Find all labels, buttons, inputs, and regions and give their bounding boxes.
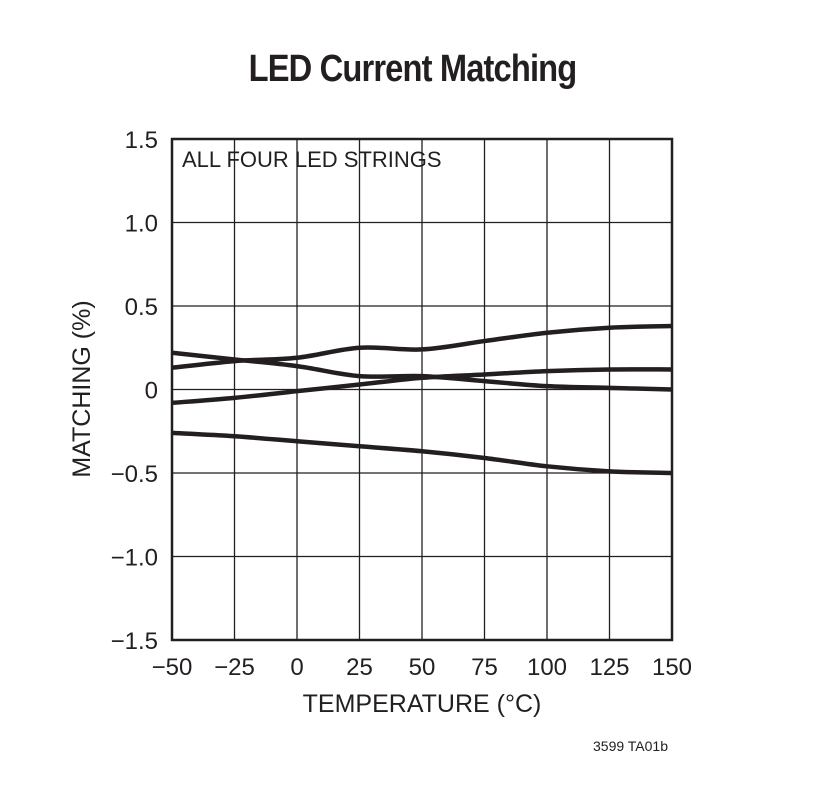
figure-code: 3599 TA01b [593,738,668,754]
y-tick-label: 0 [145,378,158,405]
series-line [171,367,673,406]
x-axis-ticks: −50 −25 0 25 50 75 100 125 150 [152,654,692,681]
y-tick-label: −1.5 [111,628,158,655]
x-tick-label: −25 [214,654,255,681]
y-tick-label: −1.0 [111,545,158,572]
x-tick-label: 75 [471,654,498,681]
x-tick-label: 50 [409,654,436,681]
x-tick-label: 0 [290,654,303,681]
y-tick-label: 1.0 [125,211,158,238]
y-tick-label: −0.5 [111,461,158,488]
series-line [171,430,673,476]
plot-frame [170,137,674,642]
y-axis-label: MATCHING (%) [68,300,96,477]
x-tick-label: −50 [152,654,193,681]
x-tick-label: 25 [346,654,373,681]
data-series [171,323,673,476]
x-tick-label: 100 [527,654,567,681]
annotation-label: ALL FOUR LED STRINGS [182,147,442,172]
y-tick-label: 0.5 [125,294,158,321]
x-axis-label: TEMPERATURE (°C) [303,690,542,718]
chart-title: LED Current Matching [248,48,578,90]
x-tick-label: 125 [589,654,629,681]
y-tick-label: 1.5 [125,127,158,154]
x-tick-label: 150 [652,654,692,681]
y-axis-ticks: 1.5 1.0 0.5 0 −0.5 −1.0 −1.5 [111,127,158,655]
